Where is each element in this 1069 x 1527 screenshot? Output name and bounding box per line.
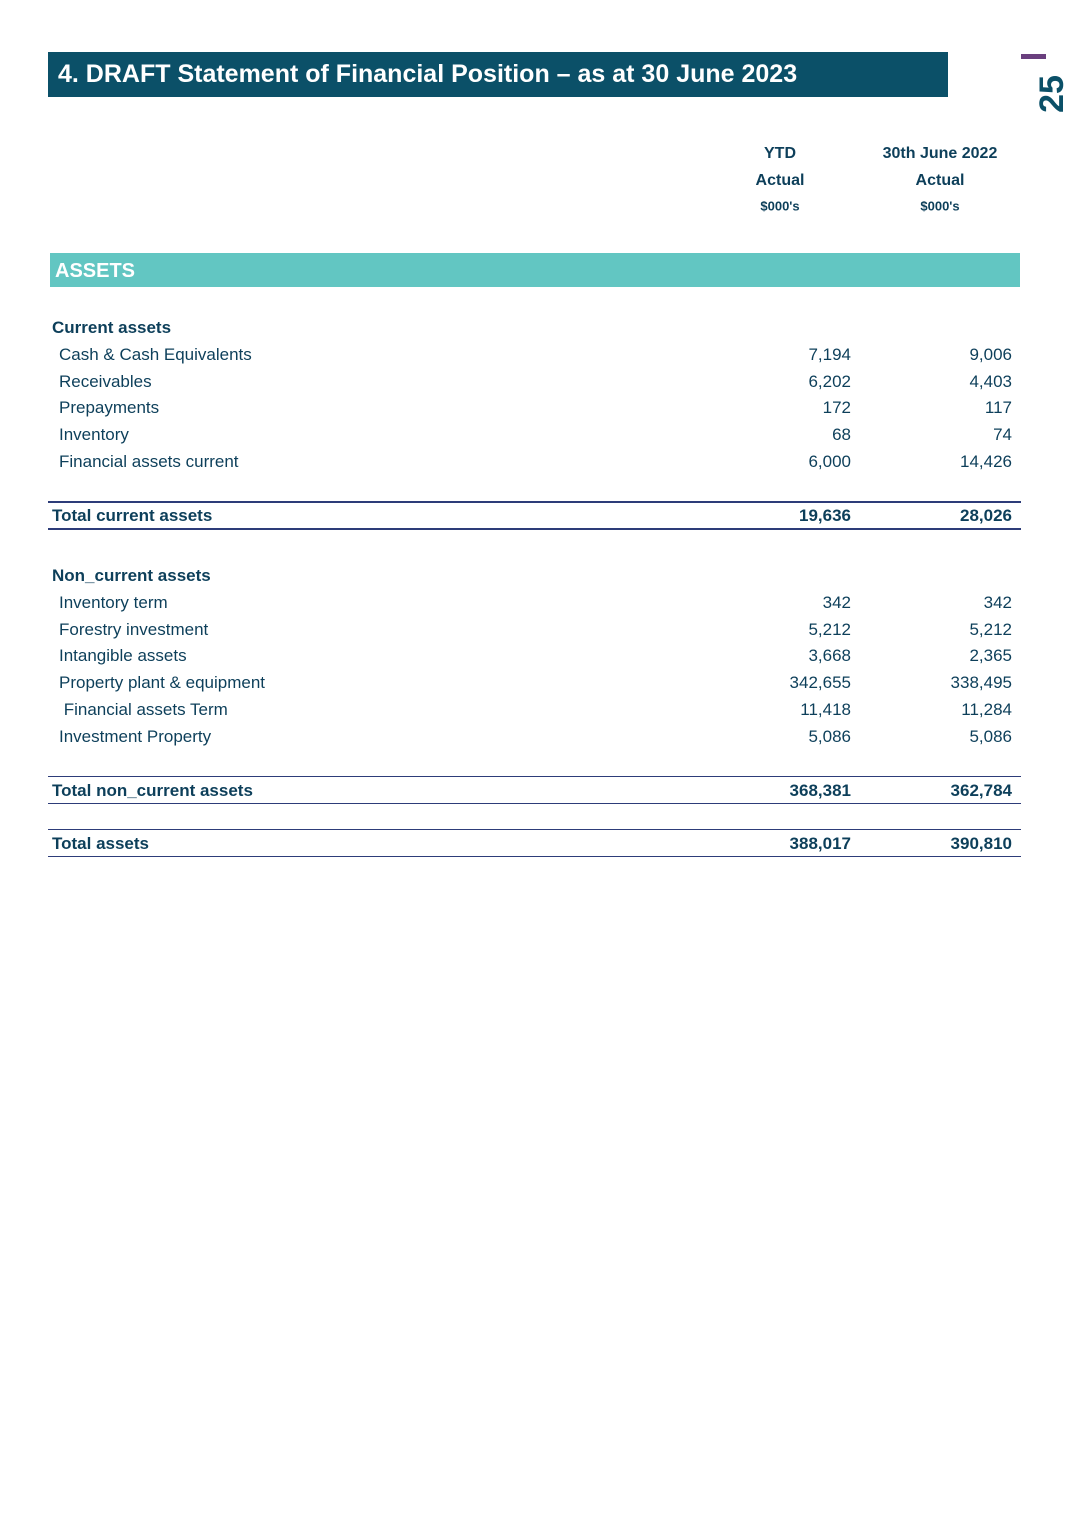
page-number: 25	[1033, 75, 1069, 113]
title-bar	[48, 52, 948, 97]
total-value: 390,810	[950, 833, 1012, 853]
row-label: Cash & Cash Equivalents	[59, 344, 252, 364]
row-value: 14,426	[960, 452, 1012, 471]
total-value: 19,636	[799, 506, 851, 525]
row-value: 342,655	[789, 673, 851, 693]
row-label: Financial assets Term	[59, 700, 228, 719]
row-label: Inventory	[59, 425, 129, 445]
rule	[48, 802, 1021, 805]
row-value: 338,495	[950, 673, 1012, 693]
row-value: 6,202	[808, 371, 851, 391]
column-header: Actual	[755, 172, 805, 189]
page-marker	[1021, 54, 1046, 59]
rule	[48, 528, 1021, 530]
total-value: 388,017	[789, 833, 851, 853]
column-header: $000's	[920, 198, 960, 214]
row-value: 74	[993, 425, 1012, 445]
total-label: Total non_current assets	[52, 780, 253, 800]
total-label: Total assets	[52, 833, 150, 853]
row-value: 9,006	[969, 344, 1012, 364]
row-label: Financial assets current	[59, 452, 239, 471]
row-value: 117	[984, 398, 1012, 418]
row-value: 11,284	[961, 700, 1012, 719]
row-label: Inventory term	[59, 592, 168, 612]
row-value: 68	[832, 425, 851, 445]
row-label: Prepayments	[59, 398, 160, 418]
column-header: $000's	[760, 198, 800, 214]
row-label: Investment Property	[59, 726, 212, 746]
column-header: 30th June 2022	[882, 145, 998, 162]
row-label: Property plant & equipment	[59, 673, 266, 693]
row-value: 4,403	[969, 371, 1012, 391]
row-label: Forestry investment	[59, 619, 209, 639]
row-value: 5,212	[969, 619, 1012, 639]
rule	[48, 501, 1021, 503]
total-value: 368,381	[789, 780, 851, 800]
row-value: 2,365	[969, 646, 1012, 666]
row-value: 6,000	[808, 452, 851, 471]
row-value: 5,086	[969, 726, 1012, 746]
rule	[48, 775, 1021, 778]
section-title: ASSETS	[55, 260, 136, 282]
total-label: Total current assets	[52, 506, 213, 525]
group-heading: Current assets	[52, 318, 172, 337]
row-value: 342	[822, 592, 851, 612]
title: 4. DRAFT Statement of Financial Position…	[58, 60, 798, 88]
rule	[48, 855, 1021, 858]
total-value: 362,784	[950, 780, 1012, 800]
rule	[48, 828, 1021, 831]
row-value: 11,418	[800, 700, 851, 719]
row-value: 5,086	[808, 726, 851, 746]
row-value: 342	[983, 592, 1012, 612]
row-label: Receivables	[59, 371, 152, 391]
row-value: 5,212	[808, 619, 851, 639]
group-heading: Non_current assets	[52, 566, 211, 585]
column-header: YTD	[764, 145, 796, 162]
total-value: 28,026	[960, 506, 1012, 525]
row-value: 172	[822, 398, 851, 418]
row-value: 3,668	[808, 646, 851, 666]
column-header: Actual	[915, 172, 965, 189]
row-label: Intangible assets	[59, 646, 187, 666]
section-bar	[50, 253, 1020, 287]
row-value: 7,194	[808, 344, 851, 364]
